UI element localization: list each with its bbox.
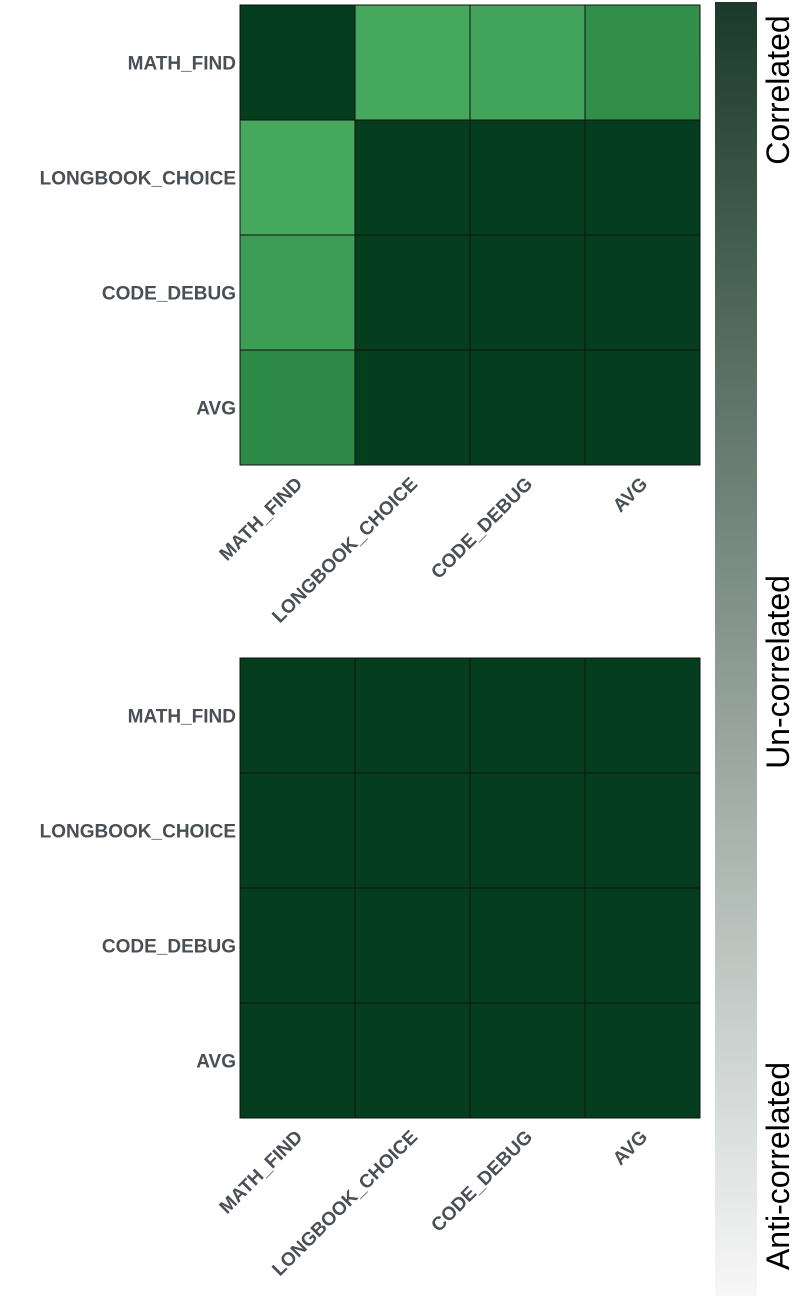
heatmap-cell	[469, 349, 586, 466]
heatmaps: MATH_FIND LONGBOOK_CHOICE CODE_DEBUG AVG MAT…	[40, 4, 701, 1280]
colorbar-label-correlated: Correlated	[760, 15, 792, 164]
row-label: CODE_DEBUG	[102, 937, 236, 958]
colorbar: Correlated Un-correlated Anti-correlated	[715, 2, 792, 1296]
heatmap-cell	[469, 887, 586, 1004]
heatmap-cell	[469, 4, 586, 121]
heatmap-cell	[239, 234, 356, 351]
heatmap-cell	[469, 119, 586, 236]
heatmap-cell	[584, 772, 701, 889]
row-label: CODE_DEBUG	[102, 284, 236, 305]
row-label: AVG	[196, 399, 236, 420]
heatmap-2: MATH_FIND LONGBOOK_CHOICE CODE_DEBUG AVG MAT…	[40, 657, 701, 1280]
heatmap-cell	[584, 119, 701, 236]
column-label: CODE_DEBUG	[427, 1127, 537, 1237]
heatmap-cell	[584, 1002, 701, 1119]
heatmap-cell	[584, 234, 701, 351]
column-label: AVG	[609, 474, 652, 517]
heatmap-cell	[354, 887, 471, 1004]
heatmap-cell	[469, 1002, 586, 1119]
heatmap-cell	[239, 349, 356, 466]
heatmap-cell	[239, 657, 356, 774]
heatmap-cell	[584, 4, 701, 121]
column-label: CODE_DEBUG	[427, 474, 537, 584]
heatmap-cell	[354, 234, 471, 351]
column-label: MATH_FIND	[216, 474, 307, 565]
row-label: MATH_FIND	[128, 54, 236, 75]
heatmap-cell	[469, 234, 586, 351]
heatmap-cell	[354, 657, 471, 774]
heatmap-cell	[239, 4, 356, 121]
heatmap-cell	[239, 772, 356, 889]
heatmap-cell	[469, 657, 586, 774]
heatmap-cell	[584, 349, 701, 466]
heatmap-1: MATH_FIND LONGBOOK_CHOICE CODE_DEBUG AVG MAT…	[40, 4, 701, 627]
colorbar-label-anticorrelated: Anti-correlated	[760, 1062, 792, 1270]
row-label: MATH_FIND	[128, 707, 236, 728]
heatmap-cell	[354, 119, 471, 236]
heatmap-cell	[354, 772, 471, 889]
heatmap-cell	[584, 657, 701, 774]
heatmap-cell	[354, 349, 471, 466]
heatmap-cell	[239, 1002, 356, 1119]
column-label: MATH_FIND	[216, 1127, 307, 1218]
colorbar-label-uncorrelated: Un-correlated	[760, 575, 792, 769]
heatmap-cell	[239, 887, 356, 1004]
heatmap-cell	[354, 4, 471, 121]
row-label: LONGBOOK_CHOICE	[40, 169, 236, 190]
heatmap-cell	[469, 772, 586, 889]
colorbar-gradient	[715, 2, 757, 1296]
row-label: AVG	[196, 1052, 236, 1073]
heatmap-cell	[584, 887, 701, 1004]
heatmap-cell	[239, 119, 356, 236]
row-label: LONGBOOK_CHOICE	[40, 822, 236, 843]
heatmap-cell	[354, 1002, 471, 1119]
column-label: AVG	[609, 1127, 652, 1170]
